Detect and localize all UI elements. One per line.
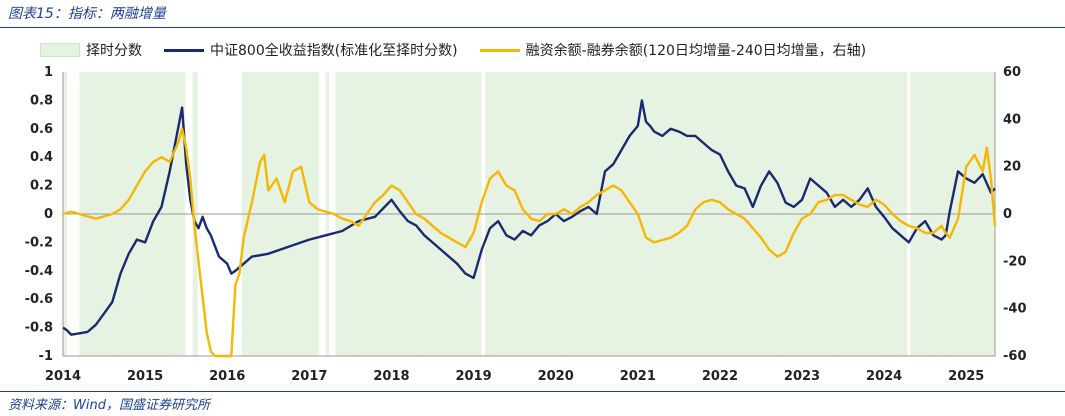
- x-tick-label: 2016: [209, 369, 245, 384]
- x-tick-label: 2015: [127, 369, 163, 384]
- x-tick-label: 2023: [784, 369, 820, 384]
- y-left-tick-label: 0.4: [30, 150, 53, 165]
- source-rule: [0, 391, 1065, 392]
- y-left-tick-label: 0: [44, 207, 53, 222]
- y-left-tick-label: 0.8: [30, 93, 53, 108]
- legend-band-label: 择时分数: [86, 43, 142, 59]
- x-tick-label: 2019: [455, 369, 491, 384]
- x-tick-label: 2021: [620, 369, 656, 384]
- x-tick-label: 2014: [45, 369, 81, 384]
- y-left-tick-label: 0.6: [30, 122, 53, 137]
- series-line-margin: [62, 127, 997, 358]
- y-left-tick-label: -0.8: [25, 321, 53, 336]
- legend-index: 中证800全收益指数(标准化至择时分数): [164, 40, 458, 60]
- title-rule: [0, 27, 1065, 28]
- x-tick-label: 2018: [373, 369, 409, 384]
- legend-margin-swatch: [479, 48, 520, 52]
- x-tick-label: 2024: [866, 369, 902, 384]
- y-right-tick-label: 40: [1003, 112, 1021, 127]
- y-right-tick-label: -40: [1003, 302, 1027, 317]
- legend-margin: 融资余额-融券余额(120日均增量-240日均增量，右轴): [479, 40, 867, 60]
- legend-index-swatch: [164, 48, 204, 52]
- legend-index-label: 中证800全收益指数(标准化至择时分数): [210, 43, 458, 59]
- y-left-tick-label: -0.4: [25, 264, 53, 279]
- y-left-tick-label: -0.2: [25, 235, 53, 250]
- legend-band: 择时分数: [40, 40, 142, 60]
- x-tick-label: 2020: [538, 369, 574, 384]
- x-tick-label: 2022: [702, 369, 738, 384]
- x-tick-label: 2025: [948, 369, 984, 384]
- y-left-tick-label: 1: [44, 65, 53, 80]
- chart-ticks: 1 0.8 0.6 0.4 0.2 0 -0.2 -0.4 -0.6 -0.8 -1 60 40 20 0 -…: [25, 65, 1027, 384]
- y-right-tick-label: -60: [1003, 349, 1027, 364]
- figure-title: 图表15：指标：两融增量: [8, 6, 166, 22]
- y-right-tick-label: 20: [1003, 160, 1021, 175]
- y-right-tick-label: 0: [1003, 207, 1012, 222]
- chart-legend: 择时分数 中证800全收益指数(标准化至择时分数) 融资余额-融券余额(120日…: [40, 40, 888, 60]
- y-left-tick-label: -1: [39, 349, 53, 364]
- y-left-tick-label: -0.6: [25, 292, 53, 307]
- chart-series: [62, 99, 997, 358]
- y-left-tick-label: 0.2: [30, 179, 53, 194]
- y-right-tick-label: 60: [1003, 65, 1021, 80]
- legend-margin-label: 融资余额-融券余额(120日均增量-240日均增量，右轴): [525, 43, 867, 59]
- y-right-tick-label: -20: [1003, 254, 1027, 269]
- legend-band-swatch: [40, 43, 80, 57]
- x-tick-label: 2017: [291, 369, 327, 384]
- source-note: 资料来源：Wind，国盛证券研究所: [8, 398, 210, 413]
